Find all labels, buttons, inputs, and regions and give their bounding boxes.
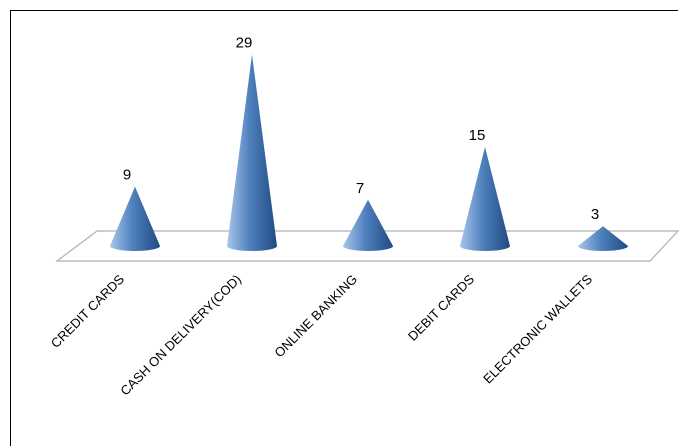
category-label-credit-cards: CREDIT CARDS — [48, 271, 128, 351]
cone-debit-cards — [460, 147, 510, 251]
category-label-electronic-wallets: ELECTRONIC WALLETS — [480, 271, 595, 386]
category-label-cash-on-delivery-cod: CASH ON DELIVERY(COD) — [117, 272, 244, 399]
data-label-debit-cards: 15 — [469, 127, 486, 144]
data-labels-group: 9 29 7 15 3 — [123, 35, 599, 224]
cone-credit-cards — [110, 186, 160, 251]
data-label-credit-cards: 9 — [123, 167, 131, 184]
data-label-electronic-wallets: 3 — [591, 206, 599, 223]
data-label-online-banking: 7 — [356, 180, 364, 197]
cone-cash-on-delivery-cod — [227, 54, 277, 251]
cones-group — [110, 54, 628, 251]
cone-electronic-wallets — [578, 226, 628, 251]
data-label-cash-on-delivery-cod: 29 — [236, 35, 253, 52]
category-label-debit-cards: DEBIT CARDS — [405, 271, 477, 343]
cone-online-banking — [343, 199, 393, 251]
category-label-online-banking: ONLINE BANKING — [271, 272, 360, 361]
